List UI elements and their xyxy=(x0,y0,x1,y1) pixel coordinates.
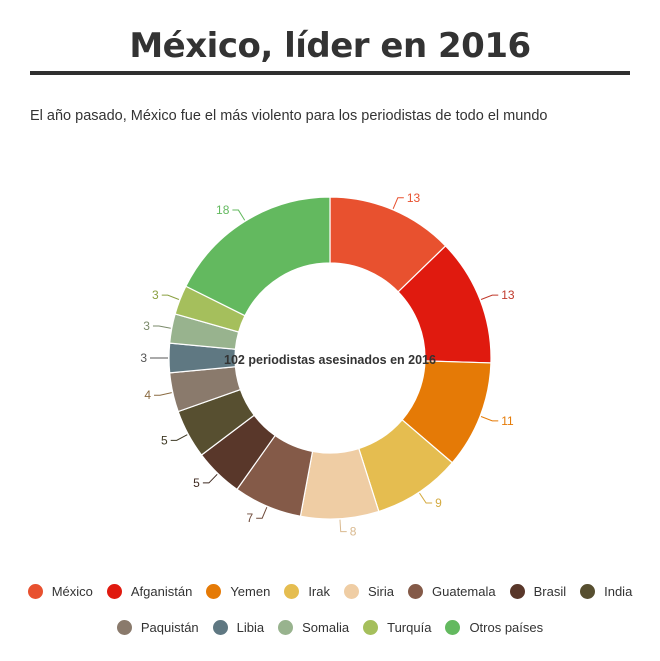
legend-item-somalia[interactable]: Somalia xyxy=(278,620,349,635)
leader-paquistan xyxy=(154,392,172,396)
leader-yemen xyxy=(480,416,499,422)
slice-otros-paises xyxy=(185,196,331,317)
value-label-yemen: 11 xyxy=(501,414,514,428)
value-label-somalia: 3 xyxy=(143,319,150,333)
leader-somalia xyxy=(152,325,171,329)
legend-label: Paquistán xyxy=(140,620,199,635)
legend-label: Irak xyxy=(308,584,330,599)
value-label-brasil: 5 xyxy=(193,476,200,490)
legend-swatch xyxy=(206,584,222,599)
legend-swatch xyxy=(27,584,43,599)
legend-label: Guatemala xyxy=(432,584,496,599)
legend-swatch xyxy=(509,584,525,599)
chart-title: México, líder en 2016 xyxy=(129,26,531,66)
leader-afganistan xyxy=(480,294,499,300)
value-label-turquia: 3 xyxy=(152,288,159,302)
legend-label: India xyxy=(604,584,633,599)
leader-irak xyxy=(419,492,433,504)
legend-label: Yemen xyxy=(230,584,271,599)
legend-label: Brasil xyxy=(533,584,567,599)
legend-swatch xyxy=(445,620,461,635)
legend-label: Libia xyxy=(236,620,265,635)
center-label: 102 periodistas asesinados en 2016 xyxy=(224,353,436,367)
value-label-india: 5 xyxy=(161,433,168,447)
value-labels: 13 13 11 9 8 7 5 5 4 3 3 3 18 xyxy=(140,191,515,539)
value-label-paquistan: 4 xyxy=(144,388,151,402)
legend-label: México xyxy=(51,584,93,599)
leader-brasil xyxy=(202,473,218,484)
legend-label: Somalia xyxy=(302,620,350,635)
legend-item-siria[interactable]: Siria xyxy=(343,584,394,599)
value-label-afganistan: 13 xyxy=(501,288,515,302)
legend-swatch xyxy=(278,620,294,635)
legend-label: Siria xyxy=(367,584,394,599)
leader-turquia xyxy=(161,294,180,300)
legend-label: Afganistán xyxy=(130,584,193,599)
value-label-siria: 8 xyxy=(350,525,357,539)
legend-swatch xyxy=(343,584,359,599)
legend-item-irak[interactable]: Irak xyxy=(284,584,330,599)
legend-swatch xyxy=(284,584,300,599)
legend-item-afganistan[interactable]: Afganistán xyxy=(106,584,193,599)
legend-label: Turquía xyxy=(387,620,432,635)
legend-item-guatemala[interactable]: Guatemala xyxy=(408,584,496,599)
value-label-libia: 3 xyxy=(140,351,147,365)
legend-item-yemen[interactable]: Yemen xyxy=(206,584,270,599)
donut-chart: 13 13 11 9 8 7 5 5 4 3 3 3 18 102 periodistas asesin… xyxy=(140,191,515,539)
leader-siria xyxy=(339,519,347,533)
legend-item-turquia[interactable]: Turquía xyxy=(363,620,431,635)
leader-guatemala xyxy=(256,506,268,519)
leader-india xyxy=(170,434,188,441)
legend-item-india[interactable]: India xyxy=(580,584,632,599)
legend-item-libia[interactable]: Libia xyxy=(212,620,265,635)
legend-label: Otros países xyxy=(469,620,544,635)
value-label-mexico: 13 xyxy=(407,191,421,205)
legend-item-paquistan[interactable]: Paquistán xyxy=(116,620,199,635)
chart-subtitle: El año pasado, México fue el más violent… xyxy=(30,108,548,124)
legend-swatch xyxy=(580,584,596,599)
legend-item-brasil[interactable]: Brasil xyxy=(509,584,567,599)
value-label-irak: 9 xyxy=(435,496,442,510)
legend-item-mexico[interactable]: México xyxy=(27,584,93,599)
legend-item-otros-paises[interactable]: Otros países xyxy=(445,620,543,635)
legend-row-1: México Afganistán Yemen Irak Siria Guatemala B… xyxy=(0,584,660,599)
title-divider xyxy=(30,71,630,75)
donut-slices xyxy=(168,196,492,520)
leader-otros-paises xyxy=(232,209,246,221)
leader-mexico xyxy=(392,197,404,210)
legend-swatch xyxy=(363,620,379,635)
label-leaders xyxy=(150,197,499,533)
value-label-otros-paises: 18 xyxy=(216,203,230,217)
legend-swatch xyxy=(408,584,423,599)
legend-swatch xyxy=(116,620,132,635)
legend-swatch xyxy=(106,584,122,599)
legend-swatch xyxy=(212,620,228,635)
legend-row-2: Paquistán Libia Somalia Turquía Otros países xyxy=(0,620,660,635)
value-label-guatemala: 7 xyxy=(246,511,253,525)
